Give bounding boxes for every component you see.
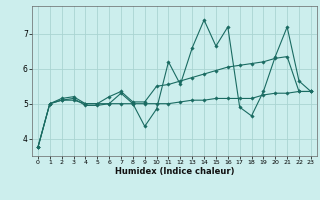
X-axis label: Humidex (Indice chaleur): Humidex (Indice chaleur) (115, 167, 234, 176)
